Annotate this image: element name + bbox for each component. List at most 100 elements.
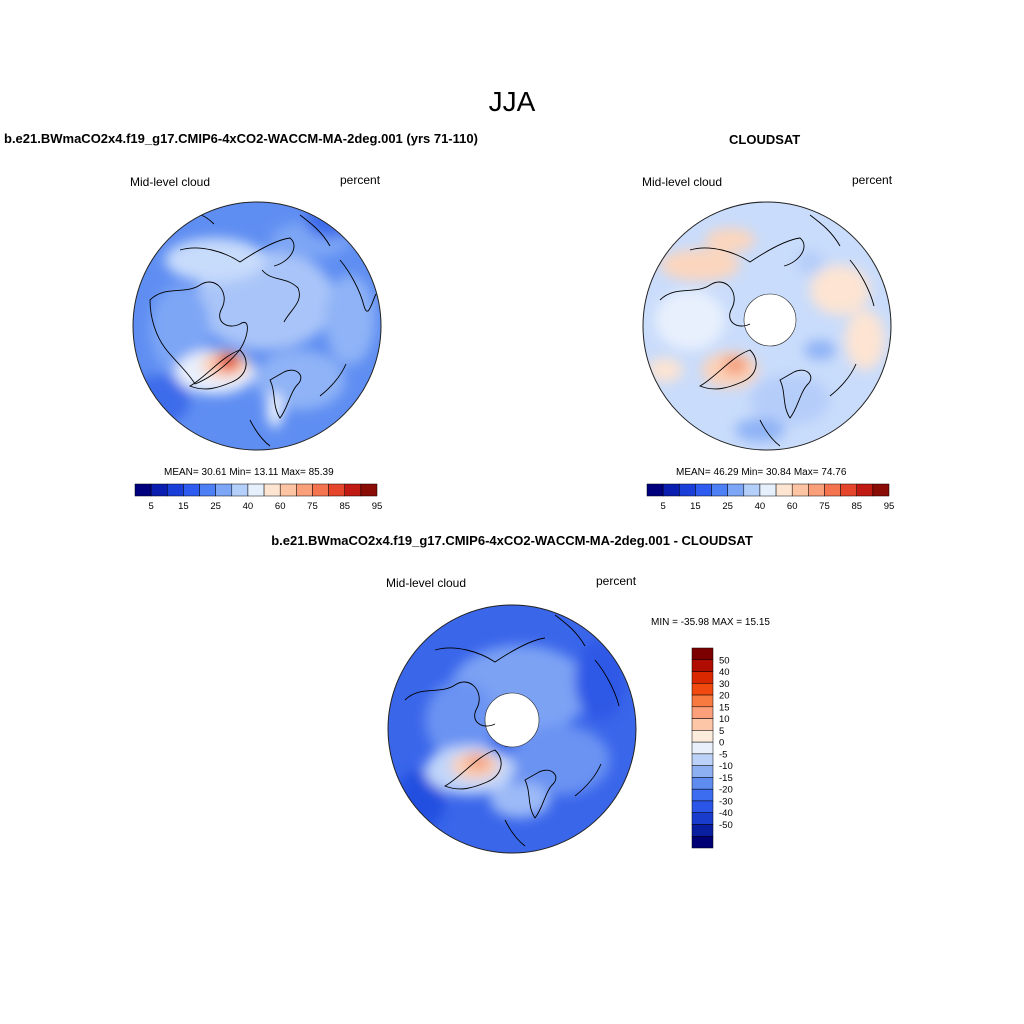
- colorbar-tick-label: 40: [755, 501, 766, 512]
- coastline: [149, 211, 377, 447]
- colorbar-box: [695, 483, 712, 497]
- colorbar-box: [727, 483, 745, 497]
- colorbar-tick-label: -20: [719, 785, 733, 796]
- colorbar-tick-label: -50: [719, 820, 733, 831]
- colorbar-tick-label: 5: [660, 501, 665, 512]
- colorbar-box: [247, 483, 265, 497]
- colorbar-tick-label: -30: [719, 796, 733, 807]
- colorbar-box: [344, 483, 362, 497]
- colorbar-box: [150, 483, 168, 497]
- colorbar-tick-label: -40: [719, 808, 733, 819]
- colorbar-tick-label: -10: [719, 761, 733, 772]
- colorbar-box: [328, 483, 345, 497]
- colorbar-box: [691, 812, 714, 825]
- colorbar-box: [691, 777, 714, 790]
- colorbar-tick-label: 15: [690, 501, 701, 512]
- colorbar-box: [840, 483, 857, 497]
- colorbar-box: [134, 483, 152, 497]
- colorbar-box: [824, 483, 841, 497]
- panel1-variable-label: Mid-level cloud: [130, 175, 211, 189]
- colorbar-tick-label: 60: [275, 501, 286, 512]
- colorbar-tick-label: -5: [719, 749, 727, 760]
- colorbar-box: [691, 683, 714, 696]
- colorbar-tick-label: 25: [722, 501, 733, 512]
- map-panel-2: [642, 201, 892, 451]
- panel2-title: CLOUDSAT: [729, 132, 801, 147]
- colorbar-box: [691, 824, 714, 837]
- colorbar-box: [691, 835, 714, 849]
- colorbar-panel-1: 5 15 25 40 60 75 85 95: [134, 483, 383, 512]
- colorbar-tick-label: 10: [719, 714, 730, 725]
- colorbar-box: [263, 483, 281, 497]
- colorbar-tick-label: 85: [851, 501, 862, 512]
- colorbar-box: [691, 788, 714, 802]
- panel2-stats: MEAN= 46.29 Min= 30.84 Max= 74.76: [676, 467, 847, 478]
- panel2-units-label: percent: [852, 173, 893, 187]
- colorbar-box: [679, 483, 696, 497]
- colorbar-box: [312, 483, 329, 497]
- colorbar-tick-label: 5: [148, 501, 153, 512]
- colorbar-tick-label: 5: [719, 726, 724, 737]
- colorbar-box: [167, 483, 184, 497]
- colorbar-box: [215, 483, 233, 497]
- colorbar-panel-2: 5 15 25 40 60 75 85 95: [646, 483, 895, 512]
- colorbar-box: [691, 647, 714, 661]
- colorbar-box: [199, 483, 216, 497]
- coastline: [404, 614, 620, 847]
- colorbar-tick-label: 60: [787, 501, 798, 512]
- colorbar-tick-label: 0: [719, 738, 724, 749]
- panel1-units-label: percent: [340, 173, 381, 187]
- panel1-title: b.e21.BWmaCO2x4.f19_g17.CMIP6-4xCO2-WACC…: [4, 131, 478, 146]
- colorbar-tick-label: 40: [719, 667, 730, 678]
- map-panel-1: [132, 201, 382, 451]
- colorbar-box: [662, 483, 680, 497]
- colorbar-box: [691, 659, 714, 672]
- colorbar-tick-label: 20: [719, 691, 730, 702]
- colorbar-box: [743, 483, 761, 497]
- colorbar-tick-label: 15: [719, 702, 730, 713]
- colorbar-box: [872, 483, 890, 497]
- colorbar-box: [691, 753, 714, 766]
- colorbar-box: [691, 800, 714, 813]
- panel3-stats: MIN = -35.98 MAX = 15.15: [651, 617, 770, 628]
- colorbar-tick-label: 75: [819, 501, 830, 512]
- colorbar-tick-label: 95: [884, 501, 895, 512]
- colorbar-box: [791, 483, 809, 497]
- colorbar-box: [691, 741, 714, 755]
- colorbar-box: [856, 483, 874, 497]
- panel3-variable-label: Mid-level cloud: [386, 576, 467, 590]
- colorbar-tick-label: 25: [210, 501, 221, 512]
- coastline: [659, 214, 875, 447]
- colorbar-box: [711, 483, 728, 497]
- main-title: JJA: [488, 86, 536, 117]
- colorbar-box: [183, 483, 200, 497]
- colorbar-tick-label: 75: [307, 501, 318, 512]
- panel2-variable-label: Mid-level cloud: [642, 175, 723, 189]
- colorbar-box: [279, 483, 297, 497]
- panel3-units-label: percent: [596, 574, 637, 588]
- colorbar-box: [646, 483, 664, 497]
- colorbar-tick-label: 95: [372, 501, 383, 512]
- colorbar-box: [691, 671, 714, 684]
- colorbar-box: [231, 483, 249, 497]
- colorbar-box: [775, 483, 793, 497]
- colorbar-tick-label: 30: [719, 679, 730, 690]
- colorbar-tick-label: 85: [339, 501, 350, 512]
- colorbar-box: [759, 483, 777, 497]
- colorbar-box: [808, 483, 825, 497]
- colorbar-box: [691, 765, 714, 778]
- colorbar-box: [296, 483, 313, 497]
- panel3-title: b.e21.BWmaCO2x4.f19_g17.CMIP6-4xCO2-WACC…: [271, 533, 753, 548]
- panel1-stats: MEAN= 30.61 Min= 13.11 Max= 85.39: [164, 467, 334, 478]
- colorbar-tick-label: 50: [719, 655, 730, 666]
- colorbar-tick-label: -15: [719, 773, 733, 784]
- colorbar-box: [691, 694, 714, 708]
- map-panel-3: [387, 604, 637, 854]
- colorbar-box: [691, 718, 714, 731]
- colorbar-box: [691, 730, 714, 743]
- colorbar-tick-label: 40: [243, 501, 254, 512]
- colorbar-tick-label: 15: [178, 501, 189, 512]
- colorbar-box: [691, 706, 714, 719]
